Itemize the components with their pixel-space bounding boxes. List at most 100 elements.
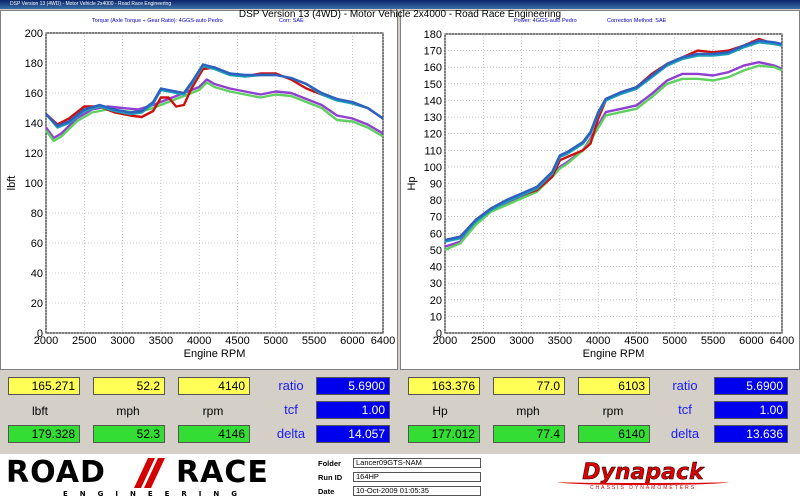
x-axis-label: Engine RPM	[184, 348, 246, 360]
y-tick-label: 80	[430, 195, 442, 207]
current-power: 163.376	[408, 377, 480, 395]
x-tick-label: 2500	[471, 335, 495, 347]
series-line	[444, 61, 783, 248]
x-tick-label: 6000	[739, 335, 763, 347]
y-tick-label: 200	[25, 28, 43, 40]
series-line	[45, 63, 384, 128]
x-tick-label: 2500	[72, 335, 96, 347]
torque-readout: 165.271 52.2 4140 lbft mph rpm 179.328 5…	[0, 373, 398, 453]
window-titlebar[interactable]: DSP Version 13 (4WD) - Motor Vehicle 2x4…	[0, 0, 800, 9]
current-rpm: 6103	[578, 377, 650, 395]
power-correction: Correction Method: SAE	[607, 18, 667, 24]
current-speed: 52.2	[93, 377, 165, 395]
road-race-logo: ROAD RACE ENGINEERING	[6, 455, 311, 499]
dynapack-swoosh	[558, 479, 728, 485]
y-tick-label: 20	[31, 298, 43, 310]
current-rpm: 4140	[178, 377, 250, 395]
x-tick-label: 4000	[586, 335, 610, 347]
x-tick-label: 4500	[225, 335, 249, 347]
unit-rpm: rpm	[602, 404, 624, 418]
power-subtitle: Power: 4GGS-auto Pedro	[514, 18, 577, 24]
power-chart: 2000 2500 3000 3500 4000 4500 5000 5500 6000 6400…	[406, 29, 794, 360]
y-tick-label: 60	[31, 238, 43, 250]
y-tick-label: 130	[424, 112, 442, 124]
unit-power: Hp	[432, 404, 448, 418]
y-tick-label: 0	[436, 328, 442, 340]
series-line	[45, 81, 384, 143]
folder-value: Lancer09GTS-NAM	[353, 458, 481, 468]
tcf-label: tcf	[284, 402, 298, 417]
x-tick-label: 3000	[110, 335, 134, 347]
ratio-label: ratio	[278, 378, 304, 393]
x-tick-label: 6000	[340, 335, 364, 347]
peak-rpm: 6140	[578, 425, 650, 443]
x-tick-label: 4500	[624, 335, 648, 347]
x-tick-label: 3000	[509, 335, 533, 347]
unit-speed: mph	[516, 404, 540, 418]
y-tick-label: 70	[430, 212, 442, 224]
y-tick-label: 140	[424, 95, 442, 107]
y-tick-label: 170	[424, 46, 442, 58]
x-tick-label: 2000	[34, 335, 58, 347]
unit-torque: lbft	[31, 404, 48, 418]
current-speed: 77.0	[493, 377, 565, 395]
y-tick-label: 100	[424, 162, 442, 174]
x-tick-label: 5500	[701, 335, 725, 347]
window-title: DSP Version 13 (4WD) - Motor Vehicle 2x4…	[10, 1, 172, 7]
footer: ROAD RACE ENGINEERING Folder Lancer09GTS…	[0, 454, 800, 500]
peak-power: 177.012	[408, 425, 480, 443]
x-tick-label: 6400	[770, 335, 794, 347]
logo-race: RACE	[176, 455, 269, 490]
y-tick-label: 20	[430, 295, 442, 307]
y-tick-label: 150	[424, 79, 442, 91]
tcf-value: 1.00	[316, 401, 390, 419]
runid-label: Run ID	[318, 473, 343, 482]
x-tick-label: 6400	[371, 335, 395, 347]
y-tick-label: 180	[424, 29, 442, 41]
y-tick-label: 0	[37, 328, 43, 340]
power-readout: 163.376 77.0 6103 Hp mph rpm 177.012 77.…	[400, 373, 800, 453]
y-tick-label: 110	[424, 145, 442, 157]
y-tick-label: 100	[25, 178, 43, 190]
peak-rpm: 4146	[178, 425, 250, 443]
y-tick-label: 90	[430, 179, 442, 191]
y-tick-label: 120	[424, 129, 442, 141]
current-torque: 165.271	[8, 377, 80, 395]
power-panel: 2000 2500 3000 3500 4000 4500 5000 5500 6000 6400…	[400, 10, 800, 370]
dynapack-subtitle: CHASSIS DYNAMOMETERS	[589, 485, 697, 491]
tcf-label: tcf	[678, 402, 692, 417]
delta-label: delta	[670, 426, 700, 441]
y-tick-label: 60	[430, 228, 442, 240]
x-tick-label: 3500	[548, 335, 572, 347]
y-tick-label: 80	[31, 208, 43, 220]
series-line	[444, 39, 783, 242]
torque-correction: Corr: SAE	[279, 18, 304, 24]
ratio-label: ratio	[672, 378, 698, 393]
delta-label: delta	[276, 426, 306, 441]
y-tick-label: 40	[430, 262, 442, 274]
x-tick-label: 5000	[663, 335, 687, 347]
ratio-value: 5.6900	[316, 377, 390, 395]
unit-rpm: rpm	[202, 404, 224, 418]
y-axis-label: lbft	[6, 176, 18, 191]
date-label: Date	[318, 487, 335, 496]
y-tick-label: 10	[430, 311, 442, 323]
runid-value: 164HP	[353, 472, 481, 482]
y-tick-label: 120	[25, 148, 43, 160]
y-tick-label: 40	[31, 268, 43, 280]
y-tick-label: 160	[424, 62, 442, 74]
logo-engineering: ENGINEERING	[62, 490, 249, 498]
date-value: 10-Oct-2009 01:05:35	[353, 486, 481, 496]
peak-torque: 179.328	[8, 425, 80, 443]
peak-speed: 77.4	[493, 425, 565, 443]
unit-speed: mph	[116, 404, 140, 418]
delta-value: 13.636	[714, 425, 788, 443]
x-tick-label: 2000	[433, 335, 457, 347]
x-tick-label: 3500	[149, 335, 173, 347]
y-axis-label: Hp	[406, 176, 418, 190]
dynapack-logo: Dynapack CHASSIS DYNAMOMETERS	[548, 460, 738, 498]
delta-value: 14.057	[316, 425, 390, 443]
y-tick-label: 140	[25, 118, 43, 130]
x-tick-label: 4000	[187, 335, 211, 347]
